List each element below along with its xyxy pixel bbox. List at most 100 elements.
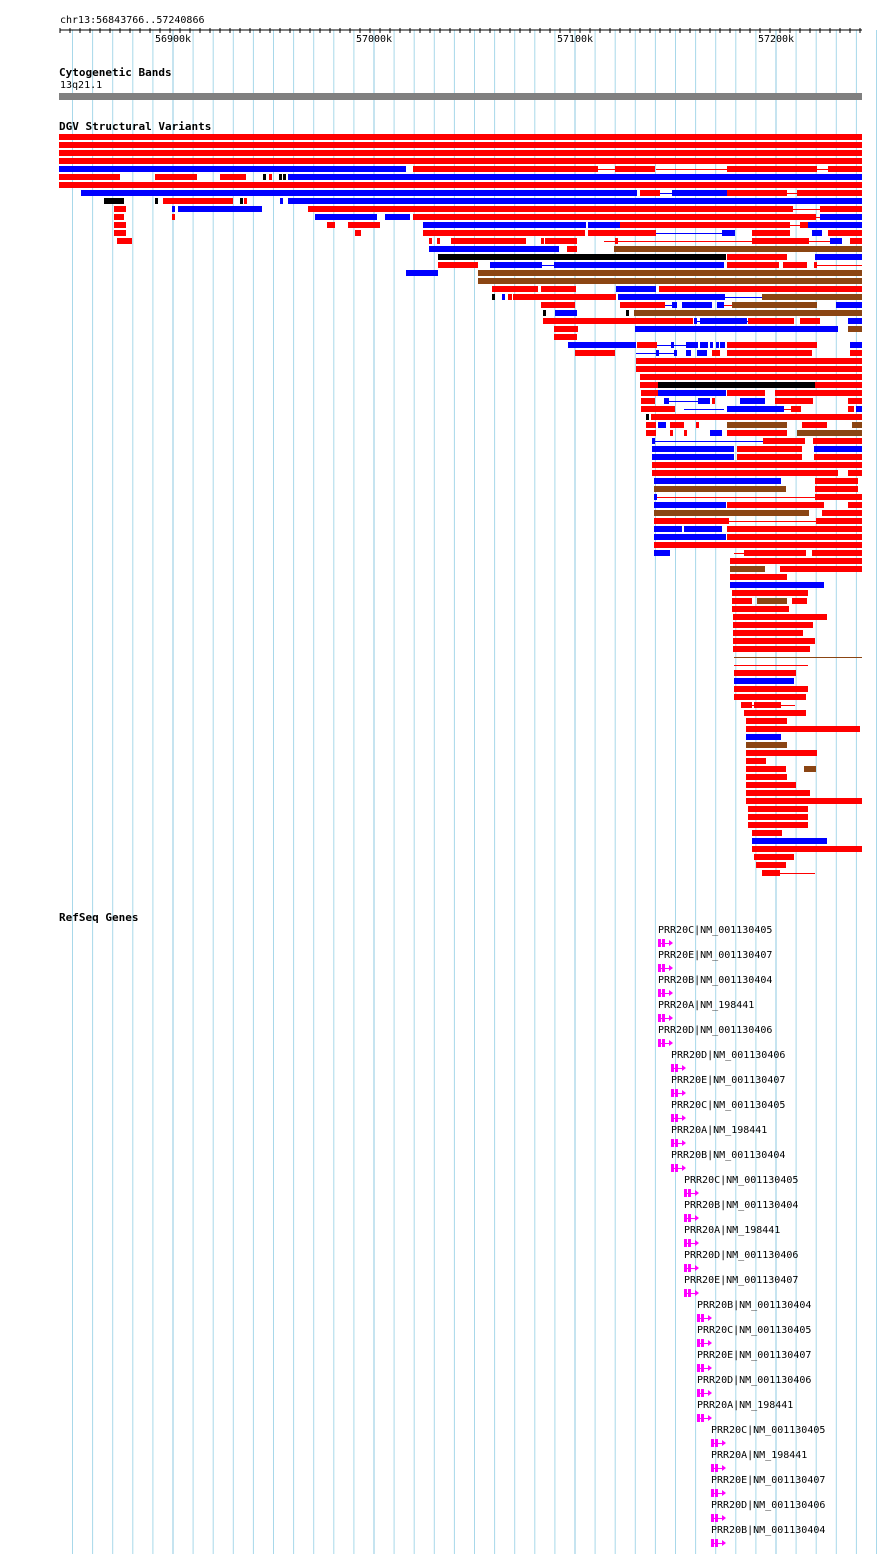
structural-variant-bar[interactable]: [727, 526, 862, 532]
structural-variant-bar[interactable]: [413, 166, 433, 172]
structural-variant-bar[interactable]: [850, 238, 862, 244]
structural-variant-bar[interactable]: [433, 166, 598, 172]
structural-variant-bar[interactable]: [748, 814, 808, 820]
structural-variant-bar[interactable]: [848, 318, 862, 324]
structural-variant-bar[interactable]: [816, 518, 862, 524]
structural-variant-bar[interactable]: [554, 326, 578, 332]
structural-variant-bar[interactable]: [652, 454, 734, 460]
structural-variant-bar[interactable]: [734, 694, 806, 700]
structural-variant-bar[interactable]: [640, 374, 862, 380]
gene-label[interactable]: PRR20E|NM_001130407: [711, 1475, 826, 1486]
gene-model[interactable]: [711, 1464, 727, 1472]
structural-variant-bar[interactable]: [288, 198, 862, 204]
structural-variant-bar[interactable]: [848, 326, 862, 332]
structural-variant-bar[interactable]: [423, 222, 586, 228]
structural-variant-bar[interactable]: [752, 830, 782, 836]
structural-variant-bar[interactable]: [682, 302, 712, 308]
structural-variant-bar[interactable]: [727, 534, 862, 540]
gene-model[interactable]: [671, 1114, 687, 1122]
gene-model[interactable]: [658, 1014, 674, 1022]
structural-variant-bar[interactable]: [406, 270, 438, 276]
structural-variant-bar[interactable]: [741, 702, 752, 708]
structural-variant-bar[interactable]: [686, 342, 698, 348]
structural-variant-bar[interactable]: [814, 454, 862, 460]
structural-variant-bar[interactable]: [554, 334, 577, 340]
structural-variant-bar[interactable]: [155, 174, 197, 180]
structural-variant-bar[interactable]: [672, 302, 677, 308]
structural-variant-bar[interactable]: [757, 598, 787, 604]
structural-variant-bar[interactable]: [812, 550, 862, 556]
structural-variant-bar[interactable]: [423, 230, 585, 236]
structural-variant-bar[interactable]: [659, 286, 862, 292]
gene-label[interactable]: PRR20E|NM_001130407: [658, 950, 773, 961]
structural-variant-bar[interactable]: [652, 470, 838, 476]
gene-model[interactable]: [658, 939, 674, 947]
structural-variant-bar[interactable]: [746, 782, 796, 788]
structural-variant-bar[interactable]: [490, 262, 542, 268]
structural-variant-bar[interactable]: [815, 494, 862, 500]
structural-variant-bar[interactable]: [263, 174, 266, 180]
gene-model[interactable]: [684, 1289, 700, 1297]
structural-variant-bar[interactable]: [697, 350, 707, 356]
structural-variant-bar[interactable]: [746, 790, 810, 796]
structural-variant-bar[interactable]: [740, 398, 765, 404]
structural-variant-bar[interactable]: [737, 454, 802, 460]
structural-variant-bar[interactable]: [634, 310, 862, 316]
structural-variant-bar[interactable]: [641, 398, 655, 404]
gene-label[interactable]: PRR20D|NM_001130406: [671, 1050, 786, 1061]
structural-variant-bar[interactable]: [727, 502, 824, 508]
structural-variant-bar[interactable]: [754, 854, 794, 860]
structural-variant-bar[interactable]: [541, 286, 576, 292]
structural-variant-bar[interactable]: [308, 206, 793, 212]
structural-variant-bar[interactable]: [654, 510, 809, 516]
structural-variant-bar[interactable]: [762, 870, 780, 876]
structural-variant-bar[interactable]: [654, 518, 729, 524]
structural-variant-bar[interactable]: [670, 422, 684, 428]
structural-variant-bar[interactable]: [674, 350, 677, 356]
gene-model[interactable]: [658, 989, 674, 997]
structural-variant-bar[interactable]: [717, 302, 724, 308]
structural-variant-bar[interactable]: [672, 190, 727, 196]
structural-variant-bar[interactable]: [733, 614, 827, 620]
structural-variant-bar[interactable]: [848, 398, 862, 404]
gene-label[interactable]: PRR20A|NM_198441: [697, 1400, 794, 1411]
structural-variant-bar[interactable]: [348, 222, 380, 228]
structural-variant-bar[interactable]: [694, 318, 697, 324]
structural-variant-bar[interactable]: [640, 382, 658, 388]
structural-variant-bar[interactable]: [804, 766, 816, 772]
gene-label[interactable]: PRR20C|NM_001130405: [711, 1425, 826, 1436]
gene-model[interactable]: [658, 964, 674, 972]
structural-variant-bar[interactable]: [654, 486, 786, 492]
structural-variant-bar[interactable]: [492, 294, 495, 300]
gene-model[interactable]: [658, 1039, 674, 1047]
structural-variant-bar[interactable]: [800, 318, 820, 324]
structural-variant-bar[interactable]: [727, 342, 817, 348]
structural-variant-bar[interactable]: [752, 238, 809, 244]
structural-variant-bar[interactable]: [828, 166, 862, 172]
structural-variant-bar[interactable]: [492, 286, 538, 292]
structural-variant-bar[interactable]: [385, 214, 410, 220]
structural-variant-bar[interactable]: [684, 526, 722, 532]
structural-variant-bar[interactable]: [646, 430, 656, 436]
structural-variant-bar[interactable]: [654, 550, 670, 556]
structural-variant-bar[interactable]: [652, 446, 734, 452]
structural-variant-bar[interactable]: [654, 502, 726, 508]
structural-variant-bar[interactable]: [355, 230, 361, 236]
structural-variant-bar[interactable]: [545, 238, 577, 244]
structural-variant-bar[interactable]: [746, 758, 766, 764]
gene-label[interactable]: PRR20E|NM_001130407: [684, 1275, 799, 1286]
structural-variant-bar[interactable]: [59, 182, 862, 188]
gene-label[interactable]: PRR20B|NM_001130404: [671, 1150, 786, 1161]
structural-variant-bar[interactable]: [114, 222, 126, 228]
structural-variant-bar[interactable]: [734, 678, 794, 684]
structural-variant-bar[interactable]: [812, 230, 822, 236]
track-title-cytoband[interactable]: Cytogenetic Bands: [59, 66, 172, 79]
structural-variant-bar[interactable]: [615, 166, 655, 172]
structural-variant-bar[interactable]: [732, 606, 789, 612]
structural-variant-bar[interactable]: [327, 222, 335, 228]
structural-variant-bar[interactable]: [828, 230, 862, 236]
structural-variant-bar[interactable]: [513, 294, 616, 300]
structural-variant-bar[interactable]: [727, 430, 787, 436]
structural-variant-bar[interactable]: [733, 646, 810, 652]
structural-variant-bar[interactable]: [652, 462, 862, 468]
